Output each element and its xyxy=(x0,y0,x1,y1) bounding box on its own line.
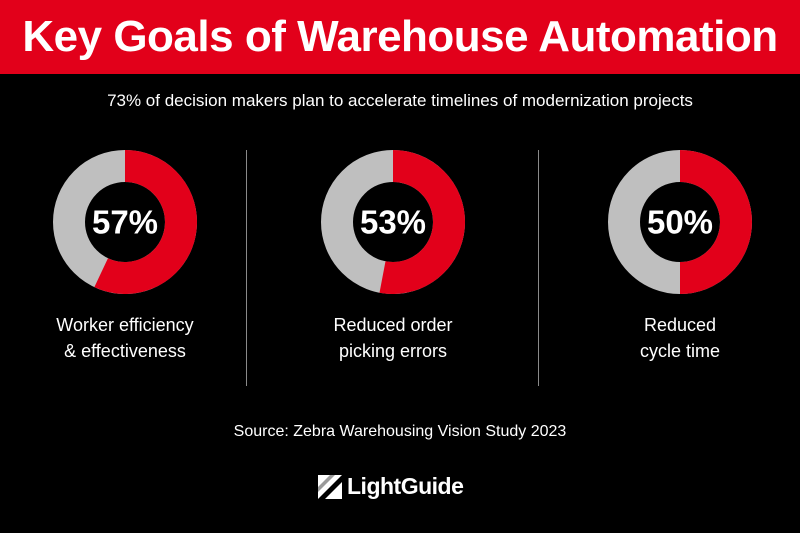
stat-caption-line: & effectiveness xyxy=(64,341,186,361)
donut-chart: 50% xyxy=(608,150,752,294)
donut-value-label: 57% xyxy=(92,204,158,241)
stat-caption-line: Reduced order xyxy=(333,315,453,335)
lightguide-logo-icon xyxy=(318,474,342,499)
stat-caption: Reduced cycle time xyxy=(640,312,720,364)
page-title: Key Goals of Warehouse Automation xyxy=(22,12,778,61)
stat-picking-errors: 53% Reduced order picking errors xyxy=(268,150,518,364)
donut-segment xyxy=(94,150,197,294)
title-banner: Key Goals of Warehouse Automation xyxy=(0,0,800,74)
donut-value-label: 53% xyxy=(360,204,426,241)
subtitle: 73% of decision makers plan to accelerat… xyxy=(107,91,693,110)
stat-caption: Worker efficiency & effectiveness xyxy=(56,312,193,364)
stat-caption-line: cycle time xyxy=(639,341,720,361)
logo-wordmark: LightGuide xyxy=(347,473,464,499)
stat-cycle-time: 50% Reduced cycle time xyxy=(555,150,800,364)
stat-caption-line: picking errors xyxy=(338,341,448,361)
stat-caption-line: Worker efficiency xyxy=(56,315,194,335)
source-note: Source: Zebra Warehousing Vision Study 2… xyxy=(233,423,567,440)
donut-value-label: 50% xyxy=(647,204,713,241)
column-divider xyxy=(246,150,247,386)
donut-segment xyxy=(679,150,752,294)
stat-caption-line: Reduced xyxy=(643,315,717,335)
donut-chart: 53% xyxy=(321,150,465,294)
stat-caption: Reduced order picking errors xyxy=(333,312,452,364)
column-divider xyxy=(538,150,539,386)
logo: LightGuide xyxy=(318,473,464,500)
stat-worker-efficiency: 57% Worker efficiency & effectiveness xyxy=(0,150,250,364)
donut-chart: 57% xyxy=(53,150,197,294)
donut-segment xyxy=(379,150,465,294)
